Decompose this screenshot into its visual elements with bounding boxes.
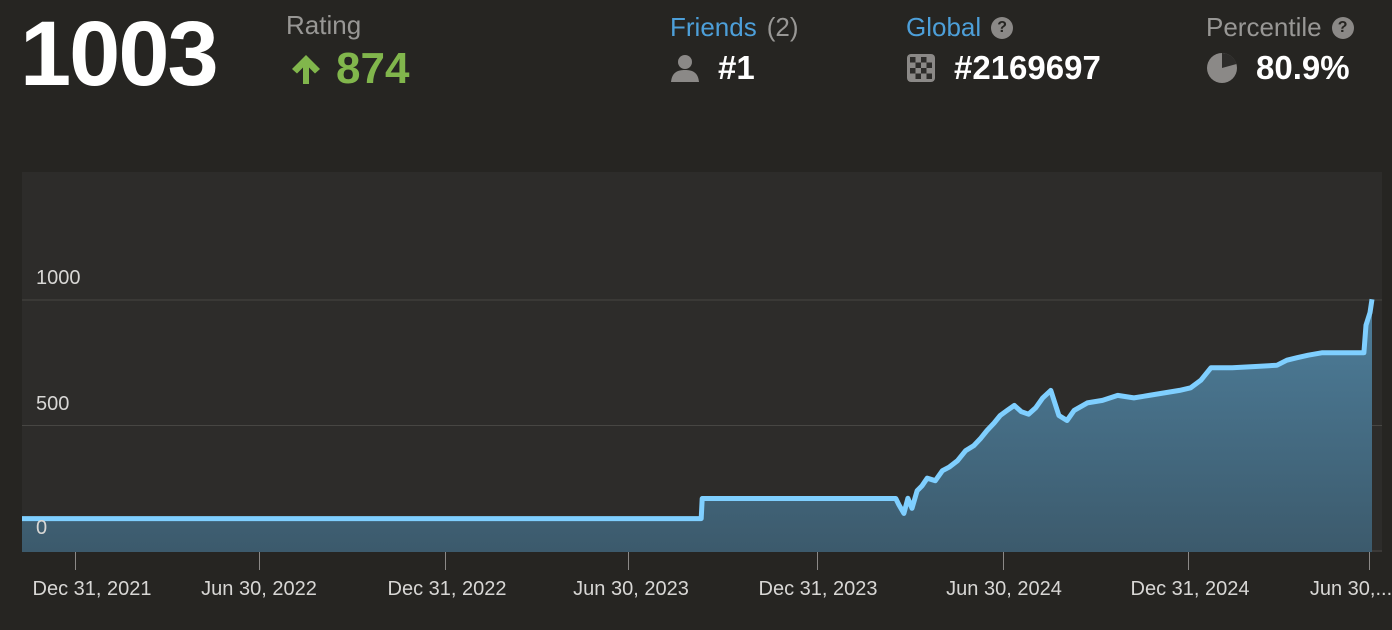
- rating-area: [22, 299, 1372, 552]
- rating-change-value: 874: [336, 44, 410, 93]
- x-tick-0: [75, 552, 76, 570]
- x-tick-2: [445, 552, 446, 570]
- x-tick-label-5: Jun 30, 2024: [946, 578, 1062, 600]
- x-tick-6: [1188, 552, 1189, 570]
- chessboard-icon: [907, 54, 935, 82]
- pie-chart-icon: [1207, 52, 1237, 83]
- friends-count: (2): [766, 12, 799, 42]
- x-tick-1: [259, 552, 260, 570]
- global-stat: Global ? #2169697: [906, 12, 1101, 87]
- percentile-stat: Percentile ? 80.9%: [1206, 12, 1354, 87]
- y-tick-label-500: 500: [36, 392, 70, 415]
- rating-chart: 0 500 1000: [22, 172, 1382, 552]
- x-tick-7: [1369, 552, 1370, 570]
- x-tick-label-2: Dec 31, 2022: [387, 578, 507, 600]
- rating-label: Rating: [286, 10, 362, 40]
- rating-line[interactable]: [22, 298, 1375, 522]
- x-axis: Dec 31, 2021 Jun 30, 2022 Dec 31, 2022 Jun …: [22, 552, 1392, 630]
- x-tick-4: [817, 552, 818, 570]
- rating-change: 874: [288, 44, 409, 94]
- x-tick-label-3: Jun 30, 2023: [573, 578, 689, 600]
- x-tick-3: [628, 552, 629, 570]
- arrow-up-icon: [292, 55, 320, 84]
- percentile-label: Percentile: [1206, 12, 1322, 42]
- y-tick-label-0: 0: [36, 517, 48, 539]
- global-link[interactable]: Global: [906, 12, 982, 42]
- global-help-icon[interactable]: ?: [991, 16, 1014, 39]
- x-tick-label-6: Dec 31, 2024: [1130, 578, 1250, 600]
- friends-link[interactable]: Friends: [670, 12, 757, 42]
- x-tick-5: [1003, 552, 1004, 570]
- x-tick-label-4: Dec 31, 2023: [758, 578, 878, 600]
- x-tick-label-0: Dec 31, 2021: [32, 578, 152, 600]
- percentile-value: 80.9%: [1256, 49, 1350, 86]
- current-rating: 1003: [20, 3, 219, 105]
- global-rank: #2169697: [954, 49, 1101, 86]
- x-tick-label-1: Jun 30, 2022: [201, 578, 317, 600]
- percentile-help-icon[interactable]: ?: [1331, 16, 1354, 39]
- rating-chart-svg: [22, 298, 1382, 552]
- x-tick-label-7: Jun 30,...: [1309, 578, 1392, 600]
- y-tick-label-1000: 1000: [36, 267, 81, 289]
- friends-rank: #1: [718, 49, 755, 86]
- person-icon: [671, 55, 699, 82]
- friends-stat: Friends (2) #1: [670, 12, 798, 87]
